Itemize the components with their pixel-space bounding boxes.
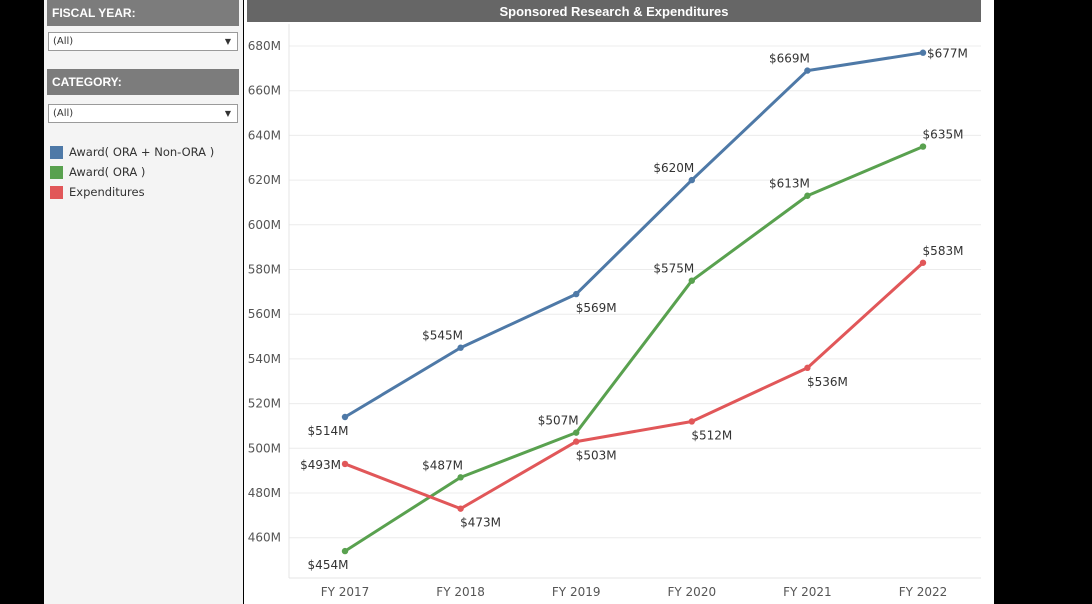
data-label: $454M	[308, 558, 349, 572]
chart-panel: 460M 480M 500M 520M 540M 560M 580M 600M 620M 640M…	[244, 0, 994, 604]
series-line	[343, 145, 925, 553]
data-point	[573, 438, 580, 445]
data-point	[457, 474, 464, 481]
data-label: $583M	[923, 244, 964, 258]
legend-swatch	[50, 145, 63, 159]
category-label: CATEGORY:	[47, 69, 239, 95]
data-point	[341, 413, 349, 421]
y-tick-label: 600M	[248, 218, 281, 232]
legend-swatch	[50, 165, 63, 179]
x-tick-label: FY 2018	[436, 585, 485, 599]
y-tick-label: 460M	[248, 531, 281, 545]
data-label: $493M	[300, 458, 341, 472]
data-label: $613M	[769, 177, 810, 191]
data-label: $677M	[927, 47, 968, 61]
data-point	[804, 192, 811, 199]
legend-item-award-ora-non-ora[interactable]: Award( ORA + Non-ORA )	[50, 142, 214, 162]
data-point	[919, 143, 927, 150]
x-tick-label: FY 2021	[783, 585, 832, 599]
data-point	[804, 67, 811, 74]
series-line	[343, 261, 925, 511]
x-tick-label: FY 2020	[668, 585, 717, 599]
y-tick-label: 520M	[248, 397, 281, 411]
chevron-down-icon: ▼	[224, 37, 231, 46]
data-label: $512M	[691, 428, 732, 442]
filter-sidebar: FISCAL YEAR: (All) ▼ CATEGORY: (All) ▼ A…	[44, 0, 243, 604]
data-label: $620M	[653, 161, 694, 175]
data-label: $536M	[807, 375, 848, 389]
data-point	[457, 505, 464, 512]
chevron-down-icon: ▼	[224, 109, 231, 118]
x-tick-label: FY 2022	[899, 585, 948, 599]
legend-label: Award( ORA + Non-ORA )	[69, 145, 215, 159]
data-label: $487M	[422, 458, 463, 472]
data-point	[804, 364, 811, 372]
legend-label: Award( ORA )	[69, 165, 146, 179]
y-tick-label: 540M	[248, 352, 281, 366]
data-point	[457, 344, 464, 351]
data-point	[688, 277, 695, 284]
y-tick-label: 560M	[248, 307, 281, 321]
category-value: (All)	[53, 108, 74, 119]
data-label: $473M	[460, 516, 501, 530]
y-tick-label: 640M	[248, 128, 281, 142]
line-chart: 460M 480M 500M 520M 540M 560M 580M 600M 620M 640M…	[248, 24, 981, 599]
data-point	[919, 49, 927, 56]
y-tick-label: 620M	[248, 173, 281, 187]
x-tick-label: FY 2019	[552, 585, 601, 599]
fiscal-year-value: (All)	[53, 36, 74, 47]
data-point	[341, 460, 349, 468]
y-tick-label: 500M	[248, 441, 281, 455]
data-label: $503M	[576, 449, 617, 463]
chart-title: Sponsored Research & Expenditures	[247, 0, 981, 22]
data-label: $635M	[923, 128, 964, 142]
data-point	[919, 259, 927, 266]
data-label: $507M	[538, 414, 579, 428]
data-point	[341, 547, 349, 555]
fiscal-year-label: FISCAL YEAR:	[47, 0, 239, 26]
y-tick-label: 660M	[248, 84, 281, 98]
data-point	[688, 418, 695, 425]
data-point	[688, 176, 695, 184]
data-label: $669M	[769, 52, 810, 66]
data-label: $514M	[308, 424, 349, 438]
category-dropdown[interactable]: (All) ▼	[48, 104, 238, 123]
legend-item-award-ora[interactable]: Award( ORA )	[50, 162, 214, 182]
data-point	[573, 429, 580, 436]
fiscal-year-dropdown[interactable]: (All) ▼	[48, 32, 238, 51]
y-tick-label: 580M	[248, 263, 281, 277]
data-label: $569M	[576, 301, 617, 315]
data-point	[573, 290, 580, 298]
y-tick-label: 480M	[248, 486, 281, 500]
legend-swatch	[50, 185, 63, 199]
chart-legend: Award( ORA + Non-ORA ) Award( ORA ) Expe…	[50, 142, 214, 202]
legend-label: Expenditures	[69, 185, 145, 199]
data-label: $575M	[653, 262, 694, 276]
data-label: $545M	[422, 329, 463, 343]
y-tick-label: 680M	[248, 39, 281, 53]
x-tick-label: FY 2017	[321, 585, 370, 599]
series-line	[343, 51, 925, 419]
legend-item-expenditures[interactable]: Expenditures	[50, 182, 214, 202]
